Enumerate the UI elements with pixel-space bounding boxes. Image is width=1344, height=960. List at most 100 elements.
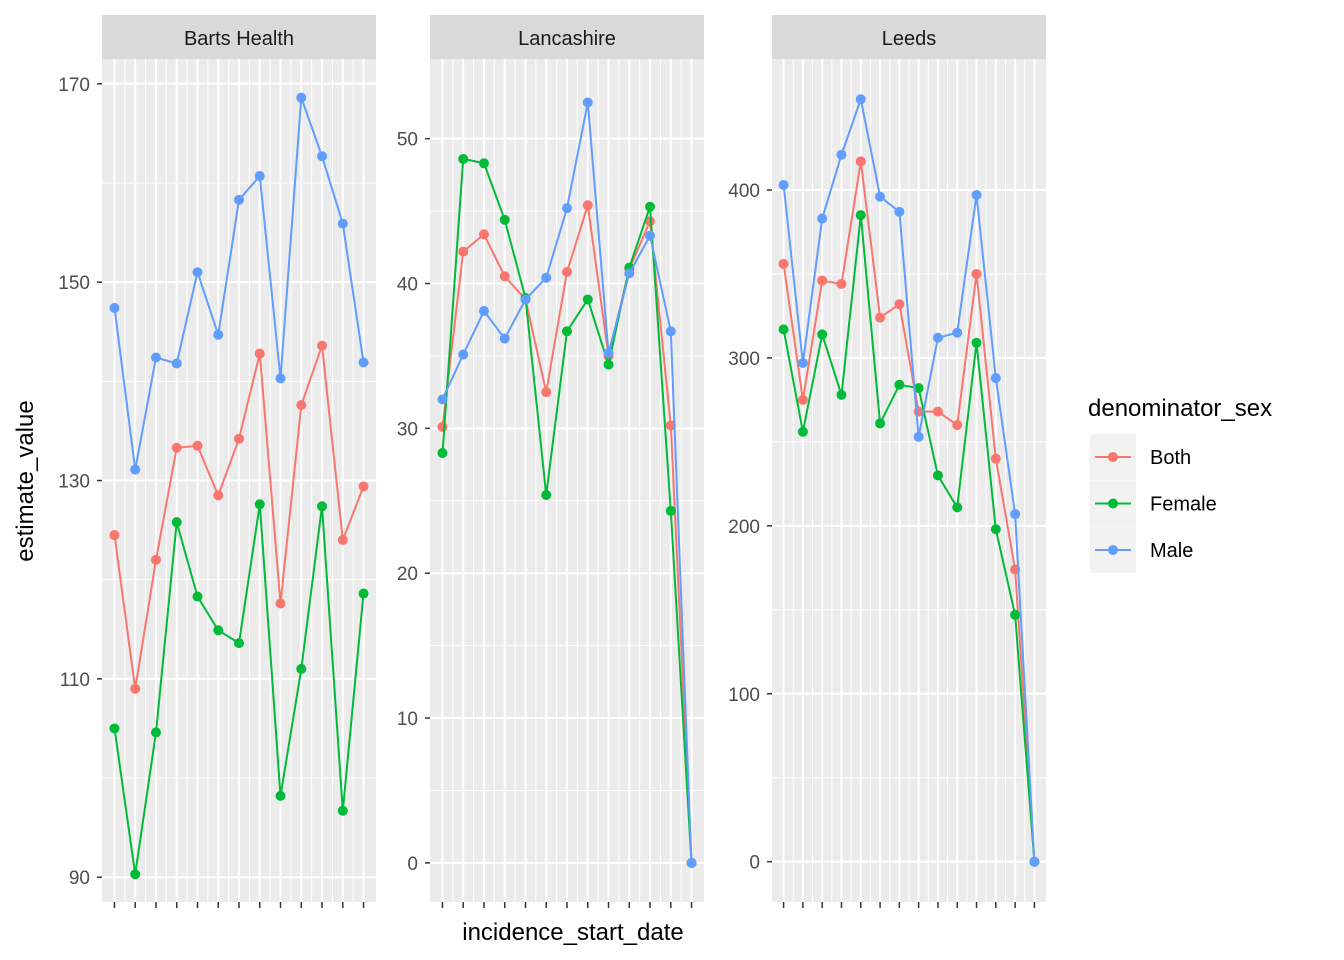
data-point-both [478, 229, 489, 240]
data-point-female [109, 723, 120, 734]
y-tick-label: 40 [397, 275, 418, 296]
data-point-both [254, 348, 265, 359]
data-point-both [358, 481, 369, 492]
data-point-both [582, 200, 593, 211]
data-point-female [836, 389, 847, 400]
data-point-both [130, 683, 141, 694]
data-point-both [275, 598, 286, 609]
data-point-both [109, 530, 120, 541]
data-point-female [778, 324, 789, 335]
y-tick-label: 400 [728, 181, 760, 202]
data-point-male [192, 267, 203, 278]
data-point-female [645, 201, 656, 212]
data-point-both [150, 554, 161, 565]
data-point-male [275, 373, 286, 384]
data-point-female [971, 337, 982, 348]
data-point-male [952, 327, 963, 338]
data-point-male [213, 329, 224, 340]
data-point-female [932, 470, 943, 481]
data-point-female [130, 869, 141, 880]
y-tick-label: 90 [69, 868, 90, 889]
data-point-male [990, 373, 1001, 384]
data-point-male [458, 349, 469, 360]
facet-strip [772, 15, 1046, 59]
data-point-female [478, 158, 489, 169]
data-point-female [894, 379, 905, 390]
data-point-female [1010, 609, 1021, 620]
data-point-both [817, 275, 828, 286]
data-point-both [971, 268, 982, 279]
data-point-male [296, 92, 307, 103]
data-point-male [645, 230, 656, 241]
data-point-male [582, 97, 593, 108]
data-point-female [817, 329, 828, 340]
data-point-both [234, 433, 244, 444]
y-tick-label: 170 [58, 75, 90, 96]
legend-label: Male [1150, 540, 1193, 562]
y-tick-label: 130 [58, 472, 90, 493]
y-tick-label: 0 [407, 854, 418, 875]
data-point-male [603, 348, 614, 359]
panel-leeds: Leeds 0 100 200 300 400 [728, 15, 1046, 908]
facet-title: Barts Health [184, 28, 294, 50]
data-point-female [562, 326, 572, 337]
legend-key-point [1108, 498, 1118, 509]
data-point-female [875, 418, 886, 429]
data-point-female [437, 447, 448, 458]
data-point-male [932, 332, 943, 343]
data-point-female [213, 625, 224, 636]
legend-key-point [1108, 545, 1118, 555]
data-point-male [913, 431, 924, 442]
x-axis-title: incidence_start_date [462, 919, 683, 946]
data-point-male [686, 857, 697, 868]
data-point-both [192, 440, 203, 451]
legend-item-female: Female [1090, 480, 1217, 527]
data-point-female [990, 524, 1001, 535]
data-point-female [913, 383, 924, 394]
data-point-male [894, 206, 905, 217]
data-point-male [836, 149, 847, 160]
data-point-both [499, 271, 510, 282]
data-point-male [437, 394, 448, 405]
data-point-male [665, 326, 676, 337]
y-tick-label: 110 [60, 670, 90, 691]
panel-lancashire: Lancashire 0 10 20 30 40 50 [397, 15, 704, 908]
data-point-male [317, 151, 328, 162]
data-point-male [130, 464, 141, 475]
series-line-female [782, 215, 1036, 862]
data-point-both [458, 246, 469, 257]
data-point-female [317, 501, 328, 512]
data-point-male [1010, 509, 1021, 520]
data-point-both [213, 490, 224, 501]
data-point-both [836, 279, 847, 290]
legend-item-both: Both [1090, 434, 1191, 480]
data-point-female [296, 663, 307, 674]
data-point-male [234, 194, 244, 205]
data-point-male [875, 191, 886, 202]
data-point-female [337, 805, 348, 816]
y-axis-title: estimate_value [12, 400, 39, 561]
data-point-male [478, 306, 489, 317]
facet-strip [102, 15, 376, 59]
data-point-male [358, 357, 369, 368]
data-point-both [894, 299, 905, 310]
data-point-both [990, 453, 1001, 464]
data-point-male [624, 268, 635, 279]
data-point-both [317, 340, 328, 351]
data-point-both [337, 535, 348, 546]
facet-strip [430, 15, 704, 59]
panel-barts-health: Barts Health 90 110 130 150 170 [58, 15, 376, 908]
data-point-male [499, 333, 510, 344]
data-point-both [952, 420, 963, 431]
legend-item-male: Male [1090, 527, 1193, 573]
data-point-both [932, 406, 943, 417]
legend: denominator_sex Both Female Male [1088, 395, 1272, 573]
data-point-female [541, 489, 552, 500]
data-point-male [150, 352, 161, 363]
data-point-both [437, 421, 448, 432]
data-point-both [171, 442, 182, 453]
legend-key-point [1108, 452, 1118, 462]
data-point-both [855, 156, 866, 167]
data-point-male [171, 358, 182, 369]
data-point-male [817, 213, 828, 224]
